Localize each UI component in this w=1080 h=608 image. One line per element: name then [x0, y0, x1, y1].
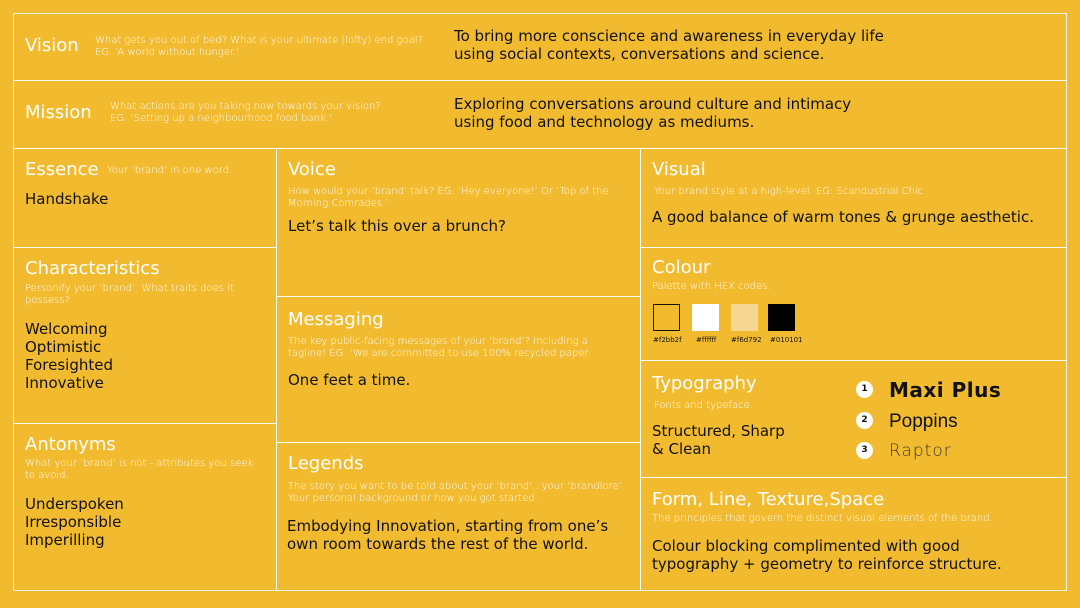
swatch-label: #f6d792: [731, 336, 762, 344]
antonyms-prompt-line1: What your ‘brand’ is not - attributes yo…: [25, 458, 254, 469]
voice-prompt-line1: How would your ‘brand’ talk? EG: ‘Hey ev…: [288, 186, 609, 197]
swatch-label: #f2bb2f: [653, 336, 682, 344]
characteristics-prompt-line2: possess?: [25, 295, 70, 306]
antonyms-title: Antonyms: [25, 434, 116, 455]
visual-title: Visual: [652, 159, 706, 180]
font-number-badge: 2: [856, 412, 873, 429]
legends-title: Legends: [288, 453, 364, 474]
mission-answer-line1: Exploring conversations around culture a…: [454, 95, 852, 113]
font-number-badge: 3: [856, 442, 873, 459]
vision-answer-line2: using social contexts, conversations and…: [454, 45, 825, 63]
characteristic-item: Foresighted: [25, 356, 113, 374]
characteristic-item: Welcoming: [25, 320, 108, 338]
colour-title: Colour: [652, 257, 711, 278]
vision-answer-line1: To bring more conscience and awareness i…: [454, 27, 884, 45]
characteristic-item: Optimistic: [25, 338, 102, 356]
antonym-item: Irresponsible: [25, 513, 122, 531]
antonyms-prompt-line2: to avoid.: [25, 470, 69, 481]
messaging-title: Messaging: [288, 309, 384, 330]
legends-answer-line2: own room towards the rest of the world.: [287, 535, 589, 553]
voice-prompt-line2: Morning Comrades.’: [288, 198, 389, 209]
visual-answer: A good balance of warm tones & grunge ae…: [652, 208, 1034, 226]
form-answer-line2: typography + geometry to reinforce struc…: [652, 555, 1002, 573]
form-title: Form, Line, Texture,Space: [652, 489, 885, 510]
mission-prompt-line1: What actions are you taking now towards …: [110, 101, 381, 112]
font-sample-raptor: Raptor: [889, 441, 952, 461]
font-number-badge: 1: [856, 381, 873, 398]
vision-prompt-line2: EG. ‘A world without hunger.’: [95, 47, 240, 58]
mission-answer-line2: using food and technology as mediums.: [454, 113, 755, 131]
form-section: [640, 477, 1067, 591]
visual-prompt: Your brand style at a high-level. EG: Sc…: [654, 186, 924, 197]
mission-title: Mission: [25, 102, 92, 123]
form-answer-line1: Colour blocking complimented with good: [652, 537, 960, 555]
swatch-label: #ffffff: [696, 336, 717, 344]
colour-prompt: Palette with HEX codes.: [652, 281, 771, 292]
antonym-item: Underspoken: [25, 495, 124, 513]
messaging-prompt-line2: tagline! EG. ‘We are committed to use 10…: [288, 348, 591, 359]
messaging-answer: One feet a time.: [288, 371, 411, 389]
color-swatch: [653, 304, 680, 331]
color-swatch: [731, 304, 758, 331]
color-swatch: [768, 304, 795, 331]
legends-prompt-line2: Your personal background or how you got …: [288, 493, 538, 504]
voice-answer: Let’s talk this over a brunch?: [288, 217, 506, 235]
swatch-label: #010101: [770, 336, 803, 344]
essence-answer: Handshake: [25, 190, 109, 208]
characteristic-item: Innovative: [25, 374, 104, 392]
typography-title: Typography: [652, 373, 757, 394]
typography-answer-line2: & Clean: [652, 440, 712, 458]
messaging-prompt-line1: The key public-facing messages of your ‘…: [288, 336, 588, 347]
color-swatch: [692, 304, 719, 331]
form-prompt: The principles that govern the distinct …: [652, 513, 993, 524]
antonym-item: Imperilling: [25, 531, 105, 549]
vision-title: Vision: [25, 35, 79, 56]
vision-prompt-line1: What gets you out of bed? What is your u…: [95, 35, 423, 46]
characteristics-prompt-line1: Personify your ‘brand’. What traits does…: [25, 283, 234, 294]
font-sample-poppins: Poppins: [889, 411, 958, 432]
typography-answer-line1: Structured, Sharp: [652, 422, 785, 440]
legends-prompt-line1: The story you want to be told about your…: [288, 481, 622, 492]
legends-answer-line1: Embodying Innovation, starting from one’…: [287, 517, 609, 535]
font-sample-maxi-plus: Maxi Plus: [889, 378, 1002, 402]
essence-title: Essence: [25, 159, 99, 180]
mission-prompt-line2: EG. ‘Setting up a neighbourhood food ban…: [110, 113, 333, 124]
typography-prompt: Fonts and typeface.: [654, 400, 753, 411]
voice-title: Voice: [288, 159, 336, 180]
essence-prompt: Your ‘brand’ in one word.: [107, 165, 233, 176]
characteristics-title: Characteristics: [25, 258, 160, 279]
